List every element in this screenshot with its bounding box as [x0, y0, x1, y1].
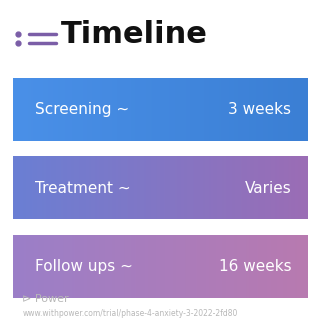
Text: Screening ~: Screening ~: [35, 102, 129, 117]
Text: ⊳ Power: ⊳ Power: [22, 294, 69, 304]
Text: www.withpower.com/trial/phase-4-anxiety-3-2022-2fd80: www.withpower.com/trial/phase-4-anxiety-…: [22, 309, 238, 318]
Text: Timeline: Timeline: [61, 20, 208, 49]
Text: 16 weeks: 16 weeks: [219, 259, 291, 274]
Text: Follow ups ~: Follow ups ~: [35, 259, 133, 274]
Text: 3 weeks: 3 weeks: [228, 102, 291, 117]
Text: Treatment ~: Treatment ~: [35, 181, 131, 196]
Text: Varies: Varies: [244, 181, 291, 196]
